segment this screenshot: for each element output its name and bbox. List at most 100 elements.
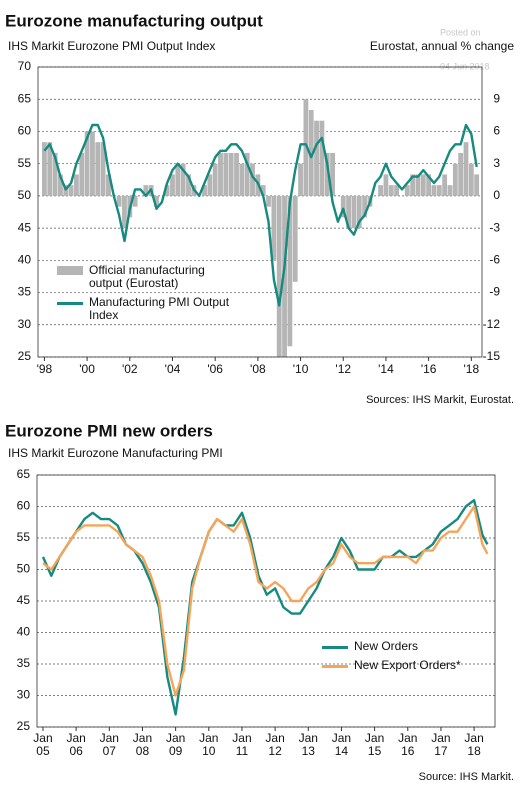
bar bbox=[271, 195, 277, 261]
bar bbox=[90, 131, 95, 196]
line bbox=[41, 499, 489, 716]
y-tick-label: 65 bbox=[18, 91, 32, 105]
bar bbox=[207, 174, 213, 196]
bar bbox=[106, 174, 111, 196]
x-tick-label: Jan 09 bbox=[165, 731, 186, 758]
x-tick-label: Jan 12 bbox=[265, 731, 285, 758]
bar bbox=[239, 163, 245, 196]
chart-title: Eurozone PMI new orders bbox=[5, 421, 213, 440]
bar bbox=[282, 195, 287, 357]
x-tick-label: Jan 11 bbox=[232, 731, 252, 758]
bar bbox=[100, 142, 106, 196]
x-tick-label: '16 bbox=[421, 362, 437, 376]
x-tick-label: '08 bbox=[250, 362, 266, 376]
y-tick-label: 35 bbox=[17, 656, 31, 670]
bar bbox=[452, 163, 458, 196]
y2-tick-label: -9 bbox=[489, 285, 500, 299]
bar bbox=[170, 174, 175, 196]
y2-tick-label: 0 bbox=[493, 188, 500, 202]
bar bbox=[212, 163, 218, 196]
y2-tick-label: 9 bbox=[493, 91, 500, 105]
y-tick-label: 50 bbox=[17, 562, 31, 576]
y-tick-label: 45 bbox=[17, 593, 31, 607]
bar bbox=[303, 99, 309, 196]
plot-area bbox=[41, 499, 489, 716]
bar bbox=[362, 195, 367, 218]
bar bbox=[378, 185, 384, 196]
y-tick-label: 70 bbox=[18, 59, 32, 73]
y-tick-label: 40 bbox=[18, 253, 32, 267]
bar bbox=[228, 152, 234, 196]
legend-swatch bbox=[57, 302, 83, 305]
bar bbox=[47, 142, 53, 196]
bar bbox=[463, 142, 469, 196]
bar bbox=[346, 195, 351, 229]
legend-swatch bbox=[322, 665, 348, 668]
x-tick-label: '02 bbox=[122, 362, 138, 376]
plot-area bbox=[42, 99, 480, 357]
legend-entry: New Orders bbox=[322, 640, 504, 653]
x-tick-label: Jan 10 bbox=[199, 731, 219, 758]
bar bbox=[234, 152, 239, 196]
y2-axis-title: Eurostat, annual % change bbox=[370, 39, 514, 53]
bar bbox=[442, 174, 448, 196]
bar bbox=[180, 163, 186, 196]
bar bbox=[143, 185, 149, 196]
source: Source: IHS Markit. bbox=[419, 771, 514, 783]
x-tick-label: '12 bbox=[335, 362, 351, 376]
bar bbox=[186, 174, 191, 196]
bar bbox=[79, 152, 85, 196]
bar bbox=[324, 152, 330, 196]
bar bbox=[404, 185, 410, 196]
y2-tick-label: 3 bbox=[493, 156, 500, 170]
bar bbox=[52, 152, 58, 196]
bar bbox=[244, 152, 250, 196]
y-tick-label: 45 bbox=[18, 220, 32, 234]
legend-swatch bbox=[322, 646, 348, 649]
y-tick-label: 60 bbox=[17, 499, 31, 513]
y2-tick-label: -3 bbox=[489, 220, 500, 234]
x-tick-label: '04 bbox=[165, 362, 181, 376]
x-tick-label: Jan 17 bbox=[431, 731, 451, 758]
bar bbox=[351, 195, 357, 229]
bar bbox=[447, 185, 453, 196]
x-tick-label: Jan 16 bbox=[398, 731, 418, 758]
bar bbox=[388, 185, 394, 196]
legend-entry: New Export Orders* bbox=[322, 659, 504, 672]
bar bbox=[74, 174, 79, 196]
x-tick-label: Jan 08 bbox=[132, 731, 153, 758]
bar bbox=[250, 163, 255, 196]
y-tick-label: 40 bbox=[17, 625, 31, 639]
legend-label: Official manufacturing output (Eurostat) bbox=[89, 263, 205, 290]
watermark: Posted on bbox=[440, 27, 481, 37]
x-tick-label: '00 bbox=[79, 362, 95, 376]
bar bbox=[202, 185, 207, 196]
bar bbox=[298, 163, 303, 196]
y-tick-label: 60 bbox=[18, 124, 32, 138]
bar bbox=[420, 174, 426, 196]
line bbox=[43, 123, 478, 307]
legend-entry: Manufacturing PMI Output Index bbox=[57, 296, 239, 322]
watermark: 04 Jun 2018 bbox=[440, 61, 490, 71]
bar bbox=[84, 131, 90, 196]
bar bbox=[319, 120, 325, 196]
bar bbox=[223, 152, 229, 196]
bar bbox=[116, 195, 122, 207]
bar bbox=[260, 185, 266, 196]
legend: Official manufacturing output (Eurostat)… bbox=[57, 264, 239, 328]
legend-label: Manufacturing PMI Output Index bbox=[89, 295, 230, 322]
bar bbox=[426, 174, 432, 196]
bar bbox=[394, 185, 400, 196]
bar bbox=[474, 174, 480, 196]
line bbox=[42, 505, 489, 697]
bar bbox=[175, 163, 181, 196]
y2-tick-label: -12 bbox=[483, 317, 501, 331]
y-tick-label: 25 bbox=[18, 349, 32, 363]
y-tick-label: 65 bbox=[17, 467, 31, 481]
bar bbox=[42, 142, 47, 196]
legend-label: New Export Orders* bbox=[354, 658, 461, 672]
x-tick-label: Jan 06 bbox=[66, 731, 86, 758]
x-tick-label: '10 bbox=[293, 362, 309, 376]
subtitle: IHS Markit Eurozone PMI Output Index bbox=[8, 39, 215, 53]
